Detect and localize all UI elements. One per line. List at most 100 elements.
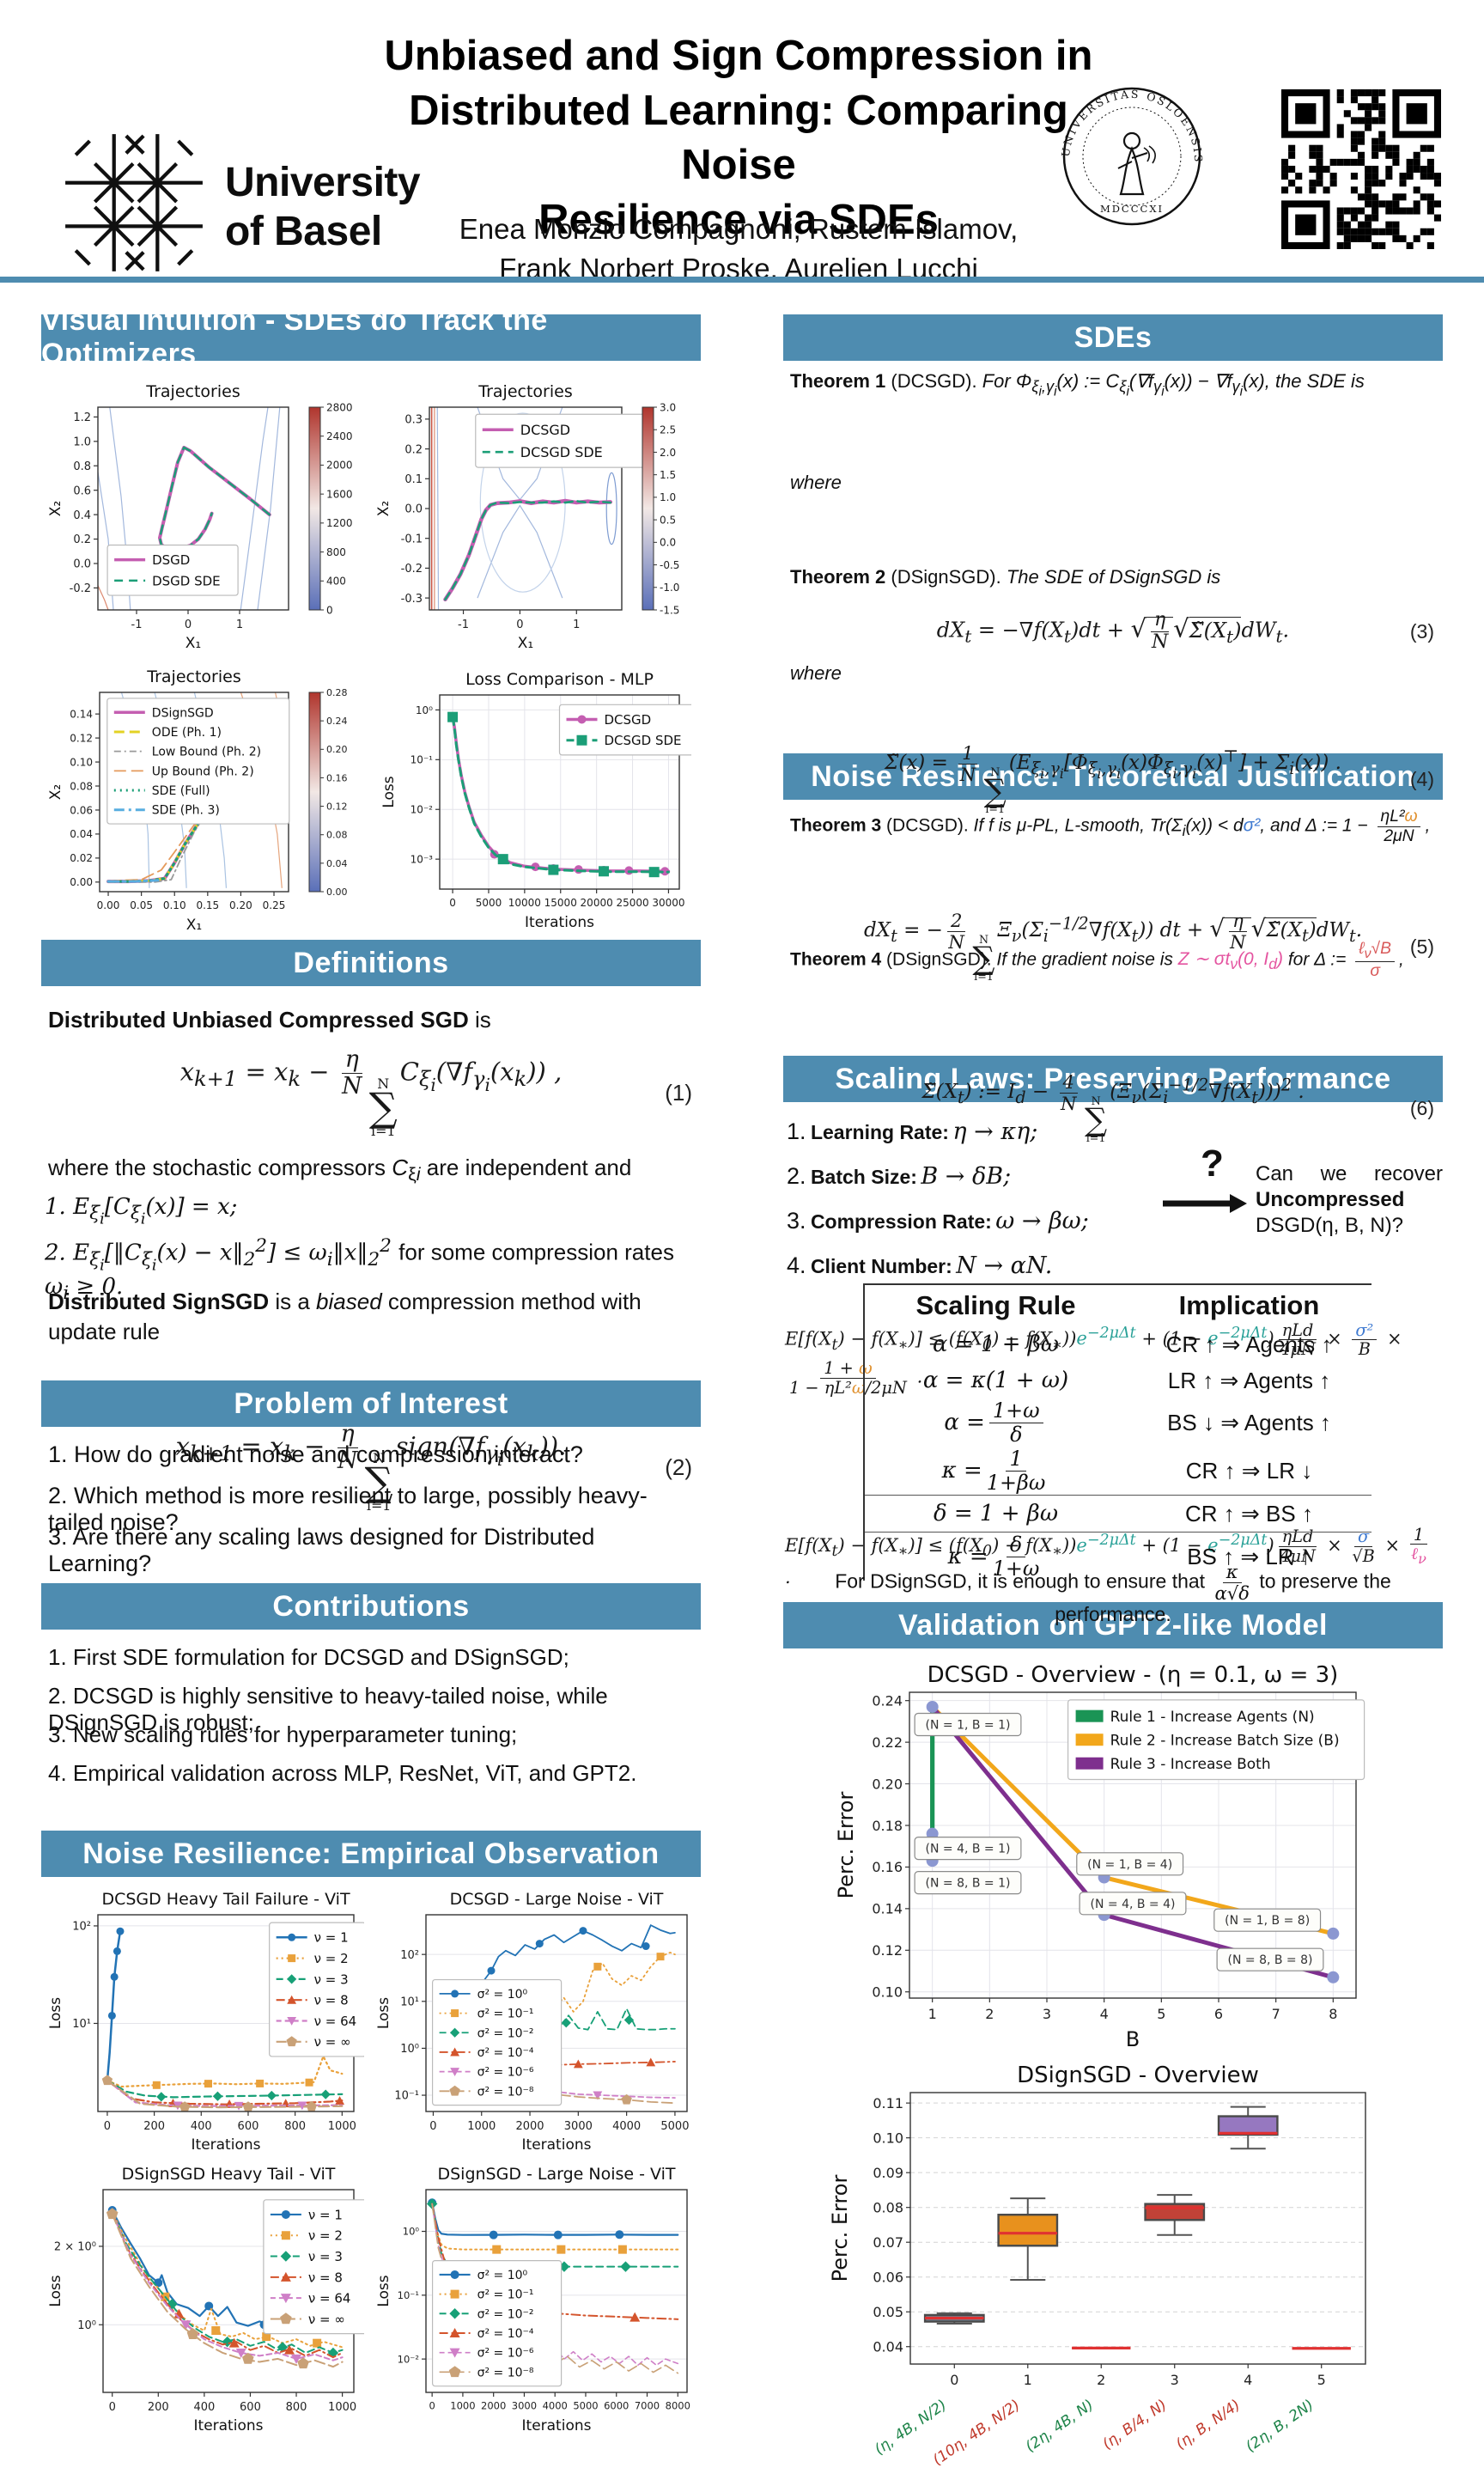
svg-text:Perc. Error: Perc. Error bbox=[837, 1792, 858, 1899]
svg-text:X₁: X₁ bbox=[186, 917, 202, 934]
svg-text:(N = 4, B = 4): (N = 4, B = 4) bbox=[1091, 1898, 1176, 1911]
svg-text:0.18: 0.18 bbox=[872, 1818, 903, 1834]
svg-text:1: 1 bbox=[928, 2006, 937, 2022]
svg-text:1: 1 bbox=[573, 618, 580, 631]
section-header-theory: Noise Resilience: Theoretical Justificat… bbox=[783, 753, 1443, 800]
svg-text:3.0: 3.0 bbox=[660, 401, 676, 413]
svg-text:10¹: 10¹ bbox=[400, 1996, 419, 2008]
section-header-scaling: Scaling Laws: Preserving Performance bbox=[783, 1056, 1443, 1102]
svg-text:(2η, 4B, N): (2η, 4B, N) bbox=[1023, 2397, 1098, 2456]
svg-text:0.05: 0.05 bbox=[873, 2304, 903, 2320]
table-impl-5: CR ↑ ⇒ BS ↑ bbox=[1127, 1495, 1371, 1532]
svg-text:0.10: 0.10 bbox=[70, 756, 93, 768]
svg-text:Low Bound (Ph. 2): Low Bound (Ph. 2) bbox=[152, 746, 261, 759]
svg-text:200: 200 bbox=[143, 2120, 165, 2133]
svg-text:10⁻¹: 10⁻¹ bbox=[411, 754, 434, 766]
svg-text:2000: 2000 bbox=[481, 2400, 506, 2412]
svg-text:7000: 7000 bbox=[635, 2400, 660, 2412]
svg-text:ν = 1: ν = 1 bbox=[314, 1930, 349, 1946]
svg-text:(N = 1, B = 8): (N = 1, B = 8) bbox=[1225, 1914, 1310, 1928]
svg-text:DSGD: DSGD bbox=[152, 552, 190, 568]
svg-text:1000: 1000 bbox=[328, 2401, 356, 2414]
svg-text:0.1: 0.1 bbox=[404, 473, 423, 486]
section-header-definitions: Definitions bbox=[41, 940, 701, 986]
svg-text:σ² = 10⁻⁶: σ² = 10⁻⁶ bbox=[477, 2347, 534, 2361]
problem-item-1: 1. How do gradient noise and compression… bbox=[48, 1441, 583, 1467]
problem-item-3: 3. Are there any scaling laws designed f… bbox=[48, 1524, 595, 1576]
svg-text:σ² = 10⁻⁸: σ² = 10⁻⁸ bbox=[477, 2366, 534, 2380]
sdes-where-2: where bbox=[790, 662, 842, 684]
chart-dsignsgd-heavy-tail: 0 200 400 600 800 1000 2 × 10⁰ 10⁰ DSignSGD Heav… bbox=[45, 2160, 368, 2437]
svg-text:-1: -1 bbox=[131, 618, 143, 631]
svg-text:10⁰: 10⁰ bbox=[77, 2319, 96, 2332]
svg-text:1000: 1000 bbox=[328, 2120, 356, 2133]
svg-text:0.10: 0.10 bbox=[163, 899, 186, 911]
svg-text:800: 800 bbox=[326, 546, 346, 558]
svg-text:400: 400 bbox=[191, 2120, 212, 2133]
svg-text:30000: 30000 bbox=[652, 897, 684, 909]
svg-text:0: 0 bbox=[109, 2401, 116, 2414]
svg-text:3000: 3000 bbox=[512, 2400, 537, 2412]
svg-text:-1: -1 bbox=[458, 618, 469, 631]
svg-text:ν = 3: ν = 3 bbox=[314, 1971, 349, 1987]
right-arrow-icon bbox=[1163, 1194, 1247, 1213]
svg-text:σ² = 10⁻⁴: σ² = 10⁻⁴ bbox=[477, 2327, 534, 2341]
scaling-question: Can we recover Uncompressed DSGD(η, B, N… bbox=[1256, 1162, 1443, 1237]
svg-text:400: 400 bbox=[193, 2401, 215, 2414]
svg-text:(N = 8, B = 8): (N = 8, B = 8) bbox=[1228, 1953, 1313, 1967]
svg-text:1: 1 bbox=[1024, 2372, 1032, 2388]
svg-text:DCSGD: DCSGD bbox=[605, 712, 652, 728]
svg-text:Loss: Loss bbox=[375, 1997, 392, 2029]
svg-text:0: 0 bbox=[429, 2120, 436, 2133]
svg-text:DCSGD: DCSGD bbox=[520, 422, 570, 438]
svg-text:0.2: 0.2 bbox=[73, 533, 91, 546]
svg-text:Loss: Loss bbox=[47, 2275, 64, 2306]
svg-text:ODE (Ph. 1): ODE (Ph. 1) bbox=[152, 726, 222, 740]
svg-text:ν = 2: ν = 2 bbox=[314, 1951, 349, 1966]
svg-text:-0.2: -0.2 bbox=[401, 563, 423, 576]
svg-text:MDCCCXI: MDCCCXI bbox=[1100, 203, 1164, 215]
svg-text:0.20: 0.20 bbox=[229, 899, 252, 911]
svg-text:10⁻³: 10⁻³ bbox=[411, 853, 434, 865]
svg-text:10²: 10² bbox=[72, 1921, 91, 1934]
svg-text:0.8: 0.8 bbox=[73, 460, 91, 473]
svg-text:5: 5 bbox=[1317, 2372, 1326, 2388]
svg-text:0: 0 bbox=[516, 618, 523, 631]
svg-text:Loss: Loss bbox=[47, 1997, 64, 2029]
svg-text:Iterations: Iterations bbox=[522, 2136, 592, 2154]
svg-text:3000: 3000 bbox=[564, 2120, 593, 2133]
svg-text:B: B bbox=[1126, 2027, 1140, 2051]
svg-text:4000: 4000 bbox=[612, 2120, 641, 2133]
theorem-4-bound: E[f(Xt) − f(X∗)] ≤ (f(X0) − f(X∗))e−2μΔt… bbox=[785, 1524, 1428, 1588]
svg-text:0.12: 0.12 bbox=[70, 732, 93, 744]
svg-text:2.5: 2.5 bbox=[660, 424, 676, 436]
svg-text:DCSGD SDE: DCSGD SDE bbox=[605, 733, 682, 748]
svg-text:0.08: 0.08 bbox=[70, 780, 93, 792]
contribution-item-4: 4. Empirical validation across MLP, ResN… bbox=[48, 1760, 637, 1786]
chart-trajectories-dcsgd: -1 0 1 -0.3 -0.2 -0.1 0.0 0.1 0.2 0.3 Trajectories… bbox=[373, 378, 697, 655]
svg-text:Iterations: Iterations bbox=[192, 2136, 261, 2154]
svg-text:0.0: 0.0 bbox=[73, 558, 91, 571]
svg-text:0.08: 0.08 bbox=[873, 2199, 903, 2215]
svg-text:σ² = 10⁻¹: σ² = 10⁻¹ bbox=[477, 2008, 534, 2021]
chart-dcsgd-heavy-tail: 0 200 400 600 800 1000 10¹ 10² DCSGD Heavy Tail … bbox=[45, 1886, 367, 2156]
university-of-basel-logo-icon bbox=[65, 134, 203, 271]
svg-text:DSignSGD Heavy Tail - ViT: DSignSGD Heavy Tail - ViT bbox=[122, 2165, 336, 2184]
chart-loss-comparison-mlp: 0 5000 10000 15000 20000 25000 30000 10⁰ 10⁻¹ 10⁻… bbox=[378, 666, 724, 934]
svg-text:10²: 10² bbox=[400, 1949, 419, 1962]
svg-text:5000: 5000 bbox=[476, 897, 502, 909]
svg-text:1000: 1000 bbox=[467, 2120, 496, 2133]
svg-text:σ² = 10⁰: σ² = 10⁰ bbox=[477, 2269, 528, 2282]
scaling-table: Scaling Rule Implication α = 1 + βω CR ↑… bbox=[863, 1283, 1371, 1581]
svg-text:10⁻¹: 10⁻¹ bbox=[394, 2090, 419, 2103]
svg-text:4000: 4000 bbox=[543, 2400, 568, 2412]
svg-text:0.08: 0.08 bbox=[326, 830, 348, 841]
svg-text:DSGD SDE: DSGD SDE bbox=[152, 573, 221, 588]
svg-text:0.00: 0.00 bbox=[70, 876, 93, 888]
svg-text:ν = 8: ν = 8 bbox=[308, 2270, 343, 2285]
table-rule-2: α = κ(1 + ω) bbox=[922, 1368, 1069, 1393]
svg-text:Rule 2 - Increase Batch Size (: Rule 2 - Increase Batch Size (B) bbox=[1110, 1732, 1340, 1749]
svg-text:0.16: 0.16 bbox=[872, 1859, 903, 1875]
svg-text:7: 7 bbox=[1272, 2006, 1280, 2022]
